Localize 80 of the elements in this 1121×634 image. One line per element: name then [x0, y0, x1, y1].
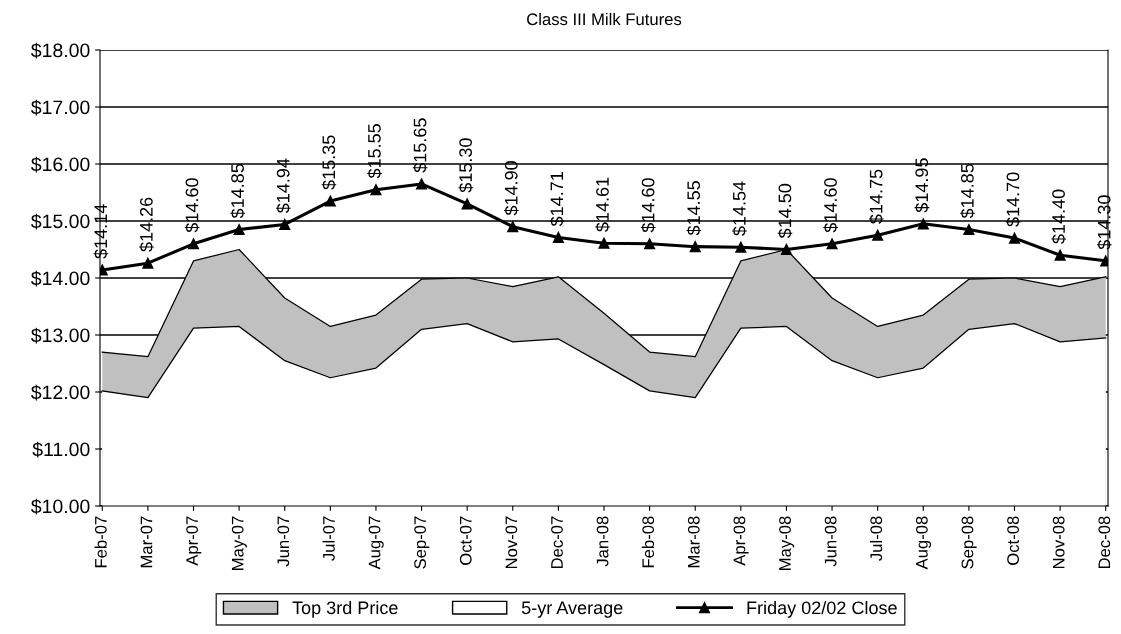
y-tick-label: $10.00	[31, 498, 90, 515]
point	[187, 238, 200, 250]
x-tick-label: Nov-08	[1052, 516, 1065, 569]
y-tick-label: $13.00	[31, 327, 90, 344]
point	[644, 238, 656, 250]
data-label: $15.35	[321, 135, 337, 190]
x-tick-label: Feb-07	[94, 516, 107, 568]
data-label: $14.94	[276, 158, 291, 214]
y-tick-label: $17.00	[31, 99, 90, 116]
x-tick-label: May-07	[231, 516, 247, 570]
x-tick-label: Sep-07	[414, 516, 430, 569]
x-tick-label: Jun-08	[824, 516, 837, 567]
x-tick-label: Mar-07	[140, 516, 153, 568]
point	[1008, 232, 1021, 244]
x-tick-label: Apr-07	[186, 516, 202, 566]
point	[142, 257, 154, 269]
data-label: $14.50	[777, 183, 793, 239]
data-label: $14.55	[686, 181, 702, 236]
legend-label: 5-yr Average	[521, 601, 623, 618]
point	[826, 238, 838, 250]
legend-label: Friday 02/02 Close	[747, 600, 897, 618]
data-label: $14.26	[139, 197, 154, 252]
data-label: $15.65	[412, 118, 428, 173]
x-tick-label: May-08	[779, 516, 795, 570]
x-tick-label: Oct-07	[459, 516, 472, 565]
point	[461, 198, 473, 210]
data-label: $15.55	[367, 124, 382, 179]
data-label: $14.85	[960, 163, 975, 219]
point	[552, 231, 564, 244]
data-label: $14.14	[93, 204, 109, 259]
point	[735, 241, 747, 253]
point	[279, 218, 291, 230]
x-tick-label: Jul-08	[869, 516, 883, 561]
y-tick-label: $14.00	[31, 270, 90, 287]
x-tick-label: Mar-08	[687, 516, 700, 568]
data-label: $14.60	[823, 178, 838, 233]
y-tick-label: $12.00	[31, 384, 90, 401]
data-label: $15.30	[458, 138, 474, 193]
data-label: $14.60	[640, 178, 656, 233]
data-label: $14.61	[595, 177, 610, 232]
y-tick-label: $16.00	[31, 156, 90, 173]
point	[370, 184, 382, 196]
x-tick-label: Oct-08	[1007, 516, 1019, 565]
point	[324, 195, 336, 207]
x-tick-label: Dec-08	[1098, 516, 1111, 569]
x-tick-label: Aug-08	[915, 516, 932, 570]
point	[507, 221, 519, 233]
point	[416, 178, 428, 190]
x-tick-label: Feb-08	[641, 516, 655, 568]
point	[780, 243, 792, 256]
y-tick-label: $18.00	[31, 42, 90, 59]
legend-label: Top 3rd Price	[292, 600, 398, 618]
point	[1054, 249, 1066, 261]
data-label: $14.30	[1097, 195, 1112, 250]
data-label: $14.95	[914, 158, 930, 213]
data-label: $14.71	[549, 172, 565, 227]
data-label: $14.70	[1005, 172, 1021, 227]
point	[963, 223, 975, 236]
x-tick-label: Dec-07	[551, 516, 563, 569]
chart-title: Class III Milk Futures	[527, 12, 682, 26]
x-tick-label: Nov-07	[505, 516, 518, 569]
x-tick-label: Jul-07	[322, 516, 335, 561]
x-tick-label: Aug-07	[368, 516, 384, 570]
x-tick-label: Sep-08	[961, 516, 977, 569]
y-tick-label: $15.00	[31, 213, 90, 230]
point	[233, 223, 245, 236]
point	[872, 229, 884, 241]
point	[689, 241, 701, 253]
data-label: $14.40	[1051, 189, 1067, 244]
point	[917, 218, 929, 230]
data-label: $14.54	[732, 181, 747, 236]
data-label: $14.85	[230, 163, 246, 219]
y-tick-label: $11.00	[32, 441, 90, 458]
x-tick-label: Apr-08	[733, 516, 749, 566]
x-tick-label: Jun-07	[277, 516, 290, 567]
point	[598, 237, 610, 249]
data-label: $14.90	[504, 161, 519, 216]
data-label: $14.60	[184, 178, 200, 233]
x-tick-label: Jan-08	[596, 516, 609, 567]
data-label: $14.75	[868, 169, 884, 224]
